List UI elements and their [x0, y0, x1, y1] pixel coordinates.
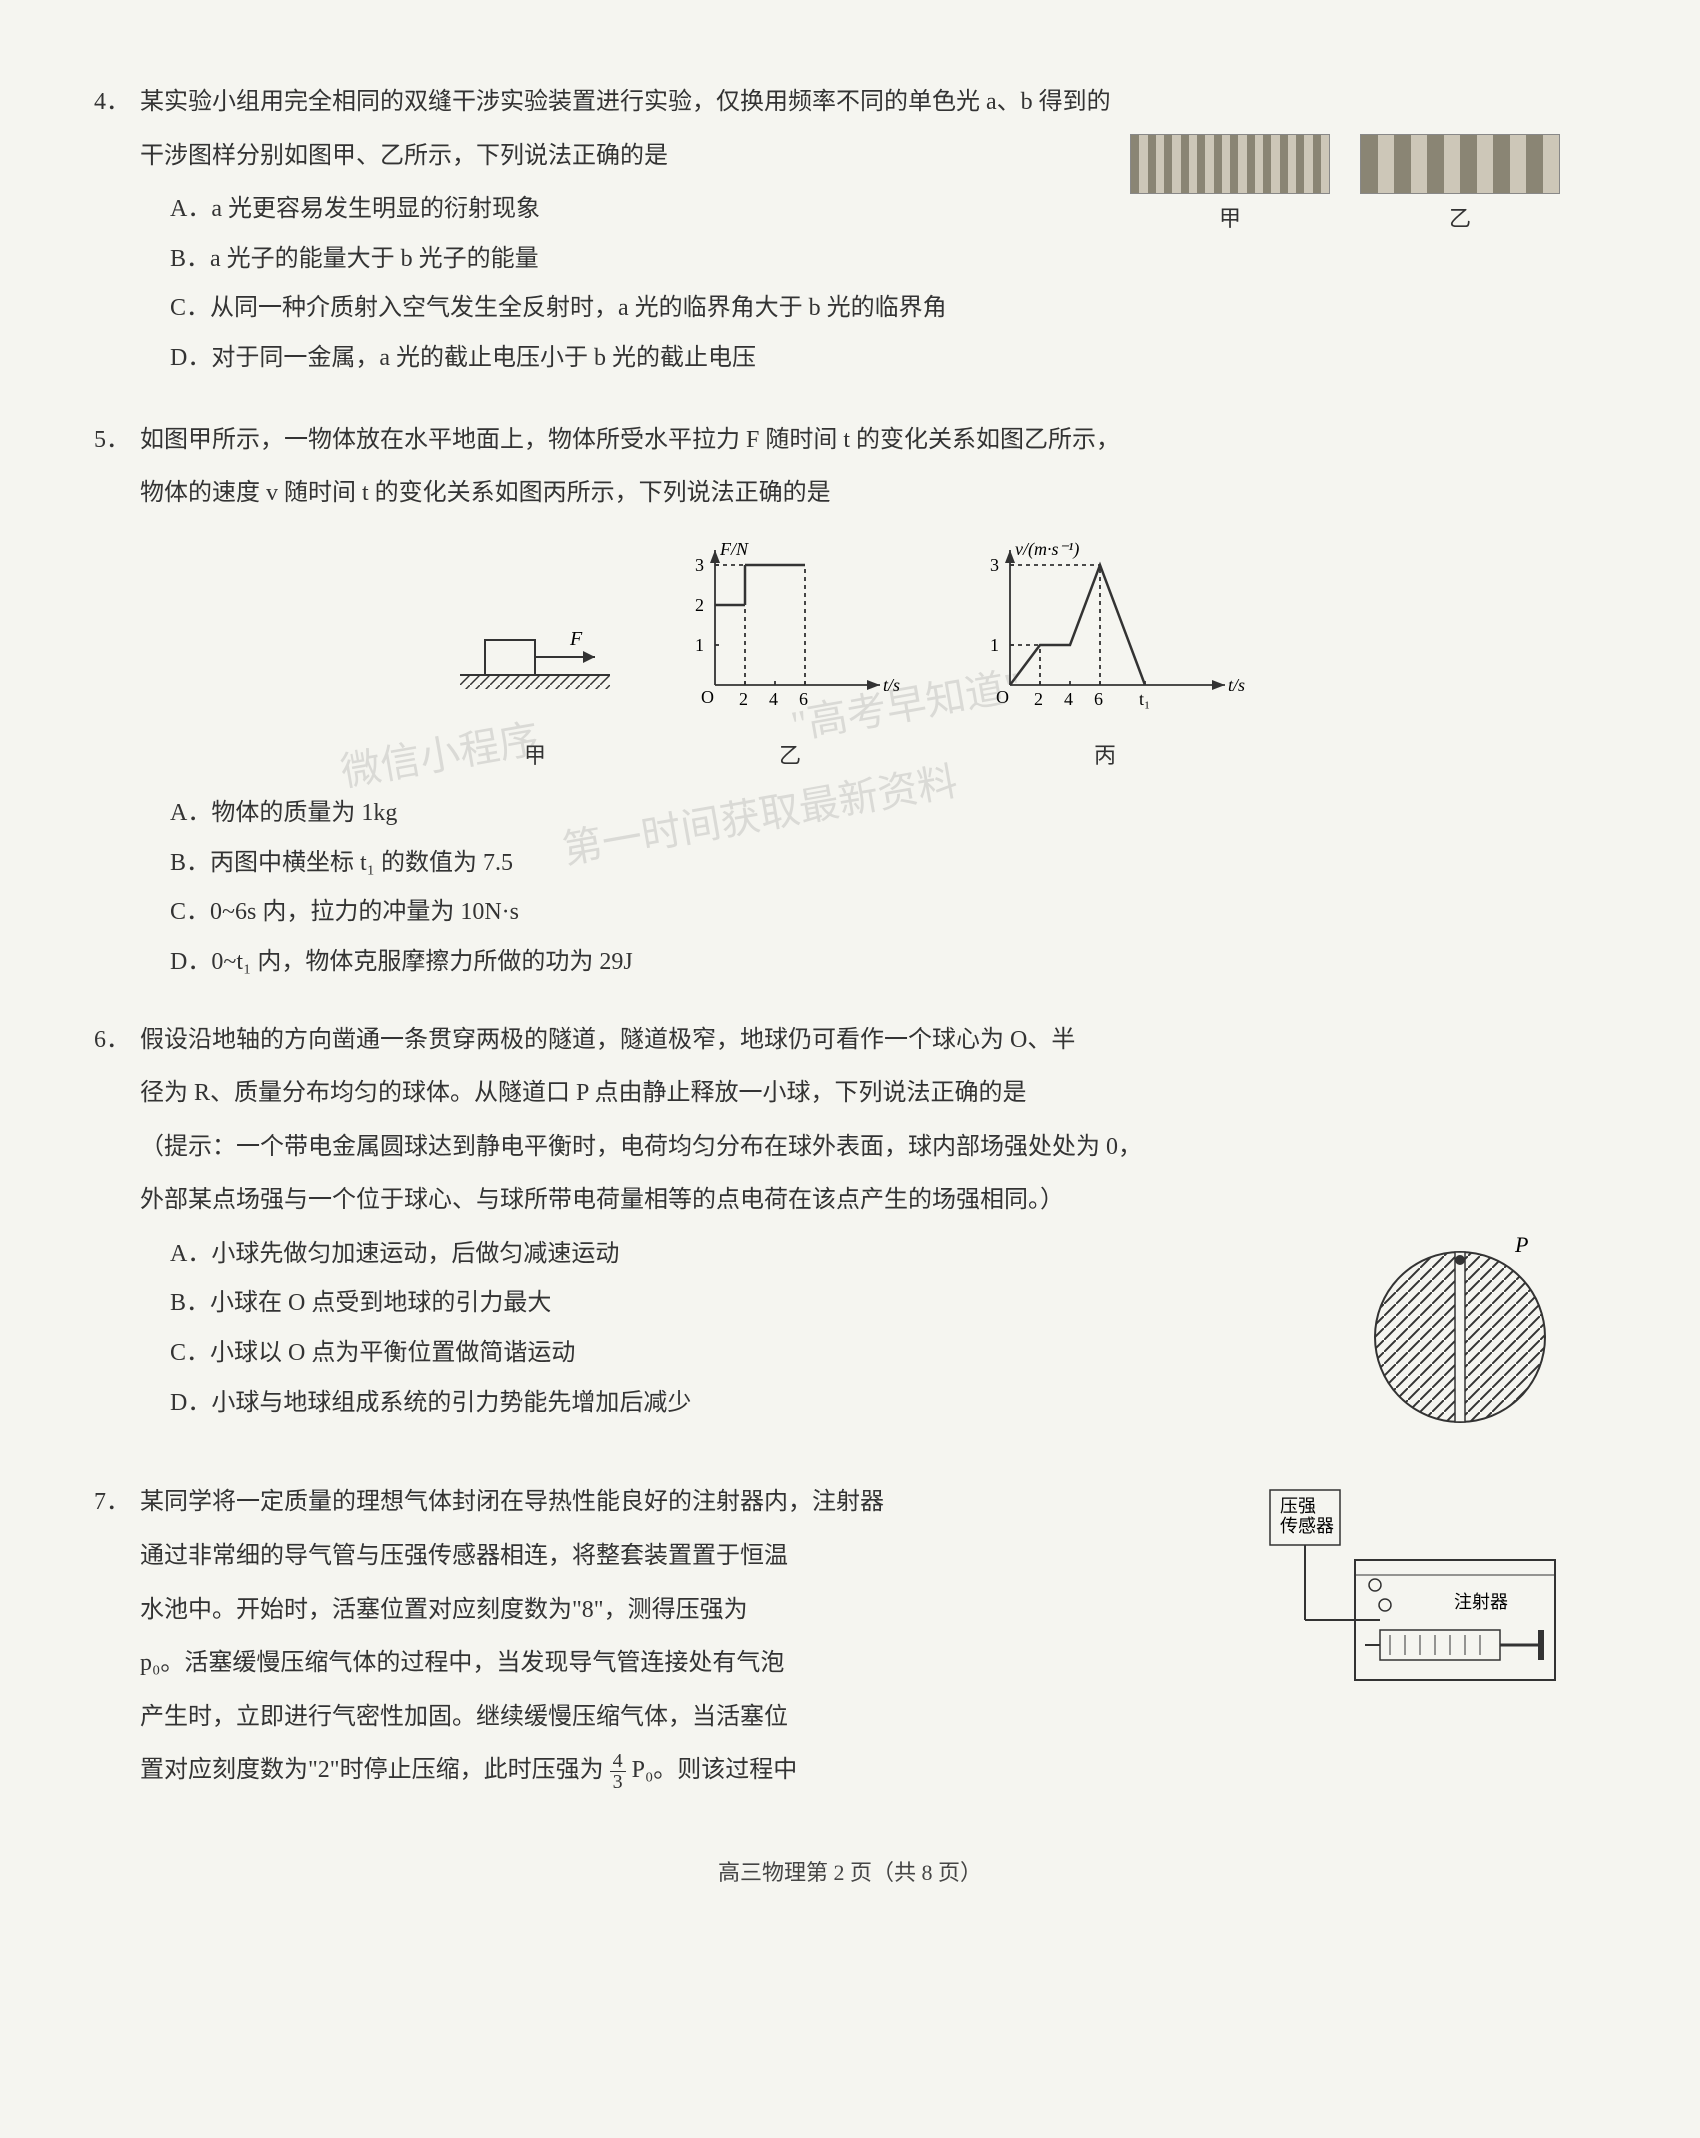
question-6: 6． 假设沿地轴的方向凿通一条贯穿两极的隧道，隧道极窄，地球仍可看作一个球心为 …	[140, 1018, 1560, 1449]
q5-option-a: A．物体的质量为 1kg	[170, 791, 1560, 837]
svg-text:O: O	[996, 687, 1009, 707]
q4-figures: 甲 乙	[1130, 134, 1560, 240]
svg-text:3: 3	[695, 555, 704, 575]
force-label: F	[569, 628, 583, 650]
q7-stem-6: 置对应刻度数为"2"时停止压缩，此时压强为 4 3 P₀。则该过程中	[140, 1748, 1560, 1794]
q5-option-d: D．0~t₁ 内，物体克服摩擦力所做的功为 29J	[170, 940, 1560, 986]
svg-text:v/(m·s⁻¹): v/(m·s⁻¹)	[1015, 539, 1079, 560]
question-4: 4． 某实验小组用完全相同的双缝干涉实验装置进行实验，仅换用频率不同的单色光 a…	[140, 80, 1560, 386]
q4-option-b: B．a 光子的能量大于 b 光子的能量	[170, 237, 1560, 283]
q6-option-b: B．小球在 O 点受到地球的引力最大	[170, 1281, 1560, 1327]
q6-number: 6．	[94, 1018, 130, 1064]
page-footer: 高三物理第 2 页（共 8 页）	[140, 1852, 1560, 1894]
q5-caption-jia: 甲	[450, 735, 620, 777]
q5-option-c: C．0~6s 内，拉力的冲量为 10N·s	[170, 890, 1560, 936]
svg-text:1: 1	[990, 635, 999, 655]
svg-text:1: 1	[695, 635, 704, 655]
svg-text:2: 2	[1034, 689, 1043, 709]
q6-option-d: D．小球与地球组成系统的引力势能先增加后减少	[170, 1381, 1560, 1427]
syringe-sensor-diagram: 压强传感器	[1260, 1480, 1560, 1700]
q4-figure-jia: 甲	[1130, 134, 1330, 240]
q5-caption-yi: 乙	[670, 735, 910, 777]
earth-tunnel-diagram: P	[1360, 1232, 1560, 1432]
svg-text:2: 2	[695, 595, 704, 615]
q5-stem-line1: 如图甲所示，一物体放在水平地面上，物体所受水平拉力 F 随时间 t 的变化关系如…	[140, 418, 1560, 464]
q6-stem-line1: 假设沿地轴的方向凿通一条贯穿两极的隧道，隧道极窄，地球仍可看作一个球心为 O、半	[140, 1018, 1560, 1064]
q4-caption-jia: 甲	[1130, 198, 1330, 240]
point-p-label: P	[1514, 1232, 1528, 1257]
q5-option-b: B．丙图中横坐标 t₁ 的数值为 7.5	[170, 841, 1560, 887]
q7-figure: 压强传感器	[1260, 1480, 1560, 1717]
svg-text:6: 6	[799, 689, 808, 709]
q6-stem-line4: 外部某点场强与一个位于球心、与球所带电荷量相等的点电荷在该点产生的场强相同。）	[140, 1178, 1560, 1224]
q6-option-c: C．小球以 O 点为平衡位置做简谐运动	[170, 1331, 1560, 1377]
fraction-4-3: 4 3	[610, 1751, 626, 1792]
svg-text:t₁: t₁	[1139, 689, 1150, 709]
q5-stem-line2: 物体的速度 v 随时间 t 的变化关系如图丙所示，下列说法正确的是	[140, 471, 1560, 517]
question-7: 7． 压强传感器	[140, 1480, 1560, 1802]
q6-figure: P	[1360, 1232, 1560, 1449]
svg-text:3: 3	[990, 555, 999, 575]
q5-number: 5．	[94, 418, 130, 464]
q5-figure-bing: v/(m·s⁻¹) t/s O 2 4 6 t₁ 1 3 丙	[960, 535, 1250, 777]
q4-figure-yi: 乙	[1360, 134, 1560, 240]
q5-caption-bing: 丙	[960, 735, 1250, 777]
force-time-chart: F/N t/s O 2 4 6 1 2 3	[670, 535, 910, 715]
svg-text:2: 2	[739, 689, 748, 709]
q5-figure-yi: F/N t/s O 2 4 6 1 2 3 乙	[670, 535, 910, 777]
q4-option-c: C．从同一种介质射入空气发生全反射时，a 光的临界角大于 b 光的临界角	[170, 286, 1560, 332]
svg-text:O: O	[701, 687, 714, 707]
q6-option-a: A．小球先做匀加速运动，后做匀减速运动	[170, 1232, 1560, 1278]
svg-text:4: 4	[769, 689, 778, 709]
q6-stem-line3: （提示：一个带电金属圆球达到静电平衡时，电荷均匀分布在球外表面，球内部场强处处为…	[140, 1125, 1560, 1171]
q4-caption-yi: 乙	[1360, 198, 1560, 240]
block-on-ground-diagram: F	[450, 585, 620, 715]
syringe-label: 注射器	[1454, 1592, 1508, 1612]
svg-text:4: 4	[1064, 689, 1073, 709]
interference-pattern-b	[1360, 134, 1560, 194]
q4-stem-line1: 某实验小组用完全相同的双缝干涉实验装置进行实验，仅换用频率不同的单色光 a、b …	[140, 80, 1560, 126]
q4-number: 4．	[94, 80, 130, 126]
svg-text:t/s: t/s	[883, 675, 900, 695]
q6-stem-line2: 径为 R、质量分布均匀的球体。从隧道口 P 点由静止释放一小球，下列说法正确的是	[140, 1071, 1560, 1117]
q4-option-d: D．对于同一金属，a 光的截止电压小于 b 光的截止电压	[170, 336, 1560, 382]
svg-text:F/N: F/N	[719, 539, 749, 559]
q7-number: 7．	[94, 1480, 130, 1526]
velocity-time-chart: v/(m·s⁻¹) t/s O 2 4 6 t₁ 1 3	[960, 535, 1250, 715]
q5-figure-jia: F 甲	[450, 585, 620, 777]
sensor-label: 压强传感器	[1280, 1496, 1334, 1536]
question-5: 5． 如图甲所示，一物体放在水平地面上，物体所受水平拉力 F 随时间 t 的变化…	[140, 418, 1560, 986]
svg-text:t/s: t/s	[1228, 675, 1245, 695]
svg-text:6: 6	[1094, 689, 1103, 709]
interference-pattern-a	[1130, 134, 1330, 194]
q5-figures: F 甲 F/N t/s O 2 4 6 1 2 3 乙 v/(m·s⁻¹) t/s O 2 4 6 t₁ 1 3…	[140, 535, 1560, 777]
